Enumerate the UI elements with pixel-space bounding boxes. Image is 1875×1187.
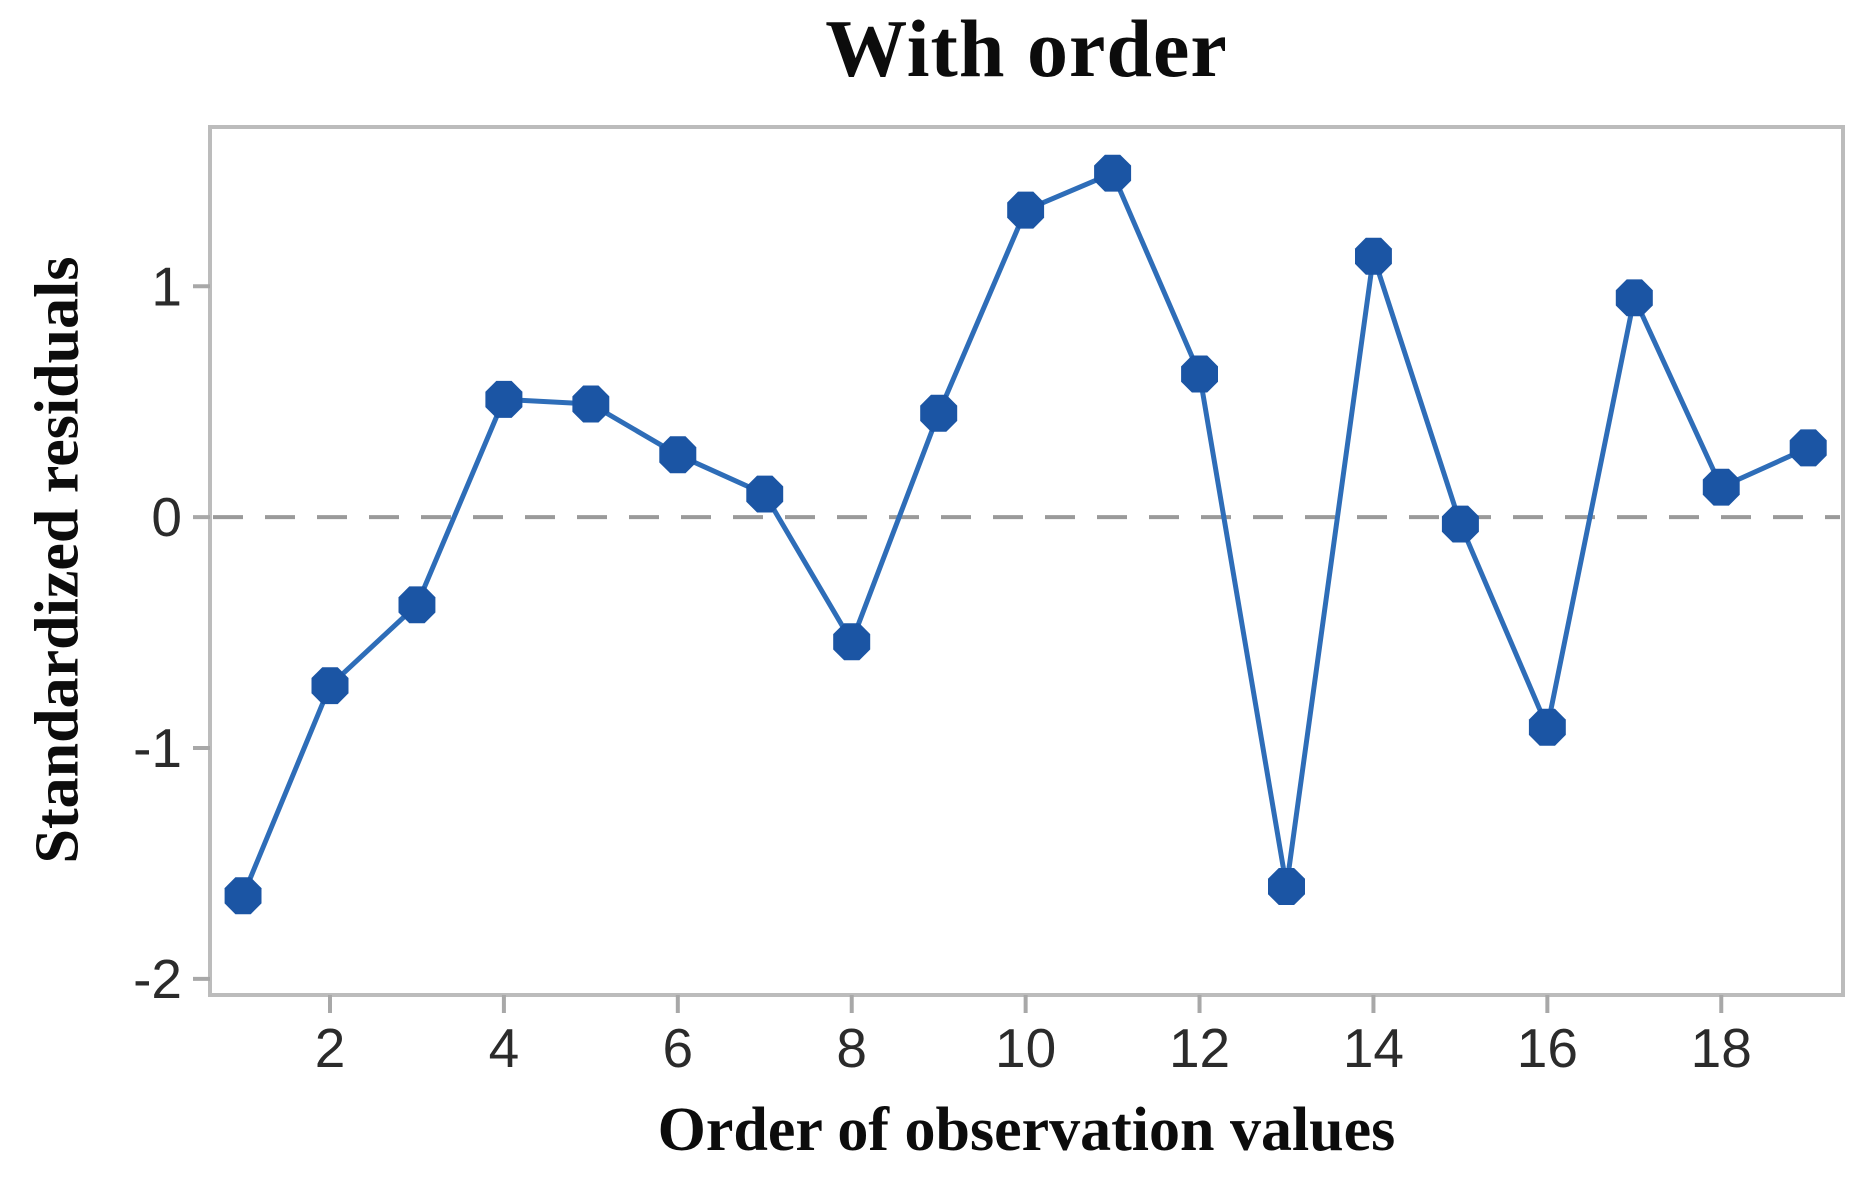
data-point-marker (920, 394, 958, 432)
data-point-marker (1181, 355, 1218, 393)
data-point-marker (311, 667, 349, 705)
x-axis-label: Order of observation values (657, 1096, 1396, 1164)
plot-border (208, 125, 1845, 997)
x-tick-label: 8 (836, 1017, 867, 1079)
x-tick-label: 14 (1343, 1017, 1404, 1079)
data-point-marker (1702, 468, 1740, 506)
data-point-marker (1268, 868, 1305, 905)
y-tick-label: -2 (133, 948, 182, 1010)
data-point-marker (1094, 154, 1132, 192)
y-tick-label: -1 (133, 717, 182, 779)
y-tick-label: 1 (151, 255, 182, 317)
x-tick-label: 16 (1517, 1017, 1578, 1079)
data-point-marker (485, 380, 523, 418)
data-point-marker (833, 623, 871, 661)
data-point-marker (1789, 429, 1827, 467)
data-point-marker (1355, 237, 1392, 275)
y-tick-label: 0 (151, 486, 182, 548)
data-point-marker (572, 385, 610, 423)
data-point-marker (1528, 708, 1566, 746)
data-point-marker (1007, 191, 1045, 229)
x-tick-label: 4 (489, 1017, 520, 1079)
residuals-line (240, 170, 1810, 897)
x-tick-label: 6 (663, 1017, 694, 1079)
x-tick-label: 12 (1169, 1017, 1230, 1079)
x-tick-label: 2 (315, 1017, 346, 1079)
x-tick-label: 10 (995, 1017, 1056, 1079)
data-point-marker (224, 877, 262, 915)
data-point-marker (1441, 505, 1479, 543)
data-point-marker (1615, 279, 1653, 317)
chart-title: With order (825, 3, 1228, 94)
data-point-marker (659, 436, 697, 474)
data-point-marker (746, 475, 784, 513)
data-point-marker (398, 586, 436, 624)
x-tick-label: 18 (1691, 1017, 1752, 1079)
